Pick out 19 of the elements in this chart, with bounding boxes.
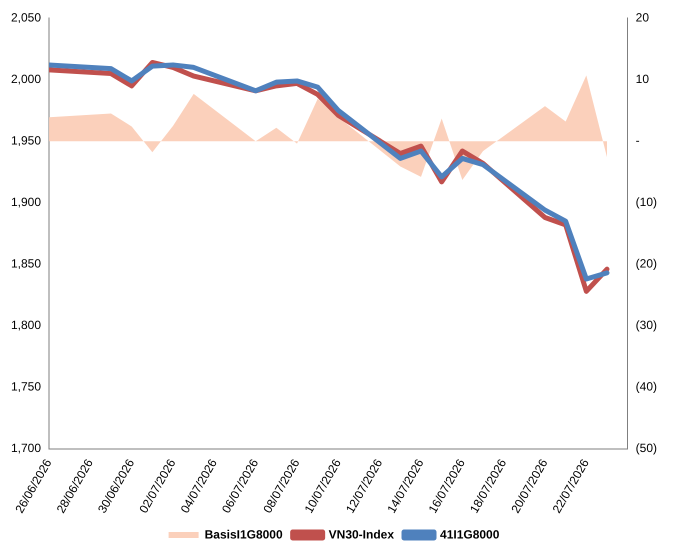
y-tick-label: 1,750	[11, 380, 42, 394]
y-tick-label: 1,800	[11, 318, 42, 332]
legend-label: VN30-Index	[328, 527, 394, 542]
y-tick-label: 1,900	[11, 195, 42, 210]
y-tick-label: 1,950	[11, 134, 42, 148]
legend-label: 41I1G8000	[440, 527, 500, 542]
y-tick-label: 2,000	[11, 72, 42, 86]
y-tick-label: 1,700	[11, 441, 42, 456]
y2-tick-label: (10)	[636, 195, 658, 210]
y2-tick-label: (20)	[636, 256, 658, 271]
legend-label: BasisI1G8000	[204, 527, 283, 542]
y2-tick-label: -	[636, 134, 640, 148]
y2-tick-label: 10	[636, 72, 650, 86]
y2-tick-label: (50)	[636, 441, 658, 456]
y2-tick-label: (40)	[636, 380, 658, 394]
y2-tick-label: (30)	[636, 318, 658, 332]
y-tick-label: 1,850	[11, 256, 42, 271]
y2-tick-label: 20	[636, 10, 650, 25]
y-tick-label: 2,050	[11, 10, 42, 25]
